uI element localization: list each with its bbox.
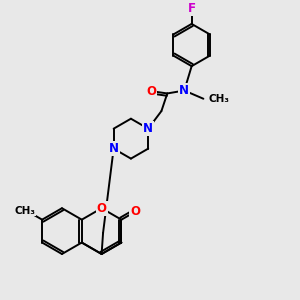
- Text: O: O: [146, 85, 156, 98]
- Text: CH₃: CH₃: [15, 206, 36, 216]
- Text: O: O: [97, 202, 106, 215]
- Text: N: N: [143, 122, 153, 135]
- Text: F: F: [188, 2, 196, 15]
- Text: CH₃: CH₃: [209, 94, 230, 104]
- Text: O: O: [130, 205, 140, 218]
- Text: N: N: [179, 84, 189, 97]
- Text: N: N: [109, 142, 118, 155]
